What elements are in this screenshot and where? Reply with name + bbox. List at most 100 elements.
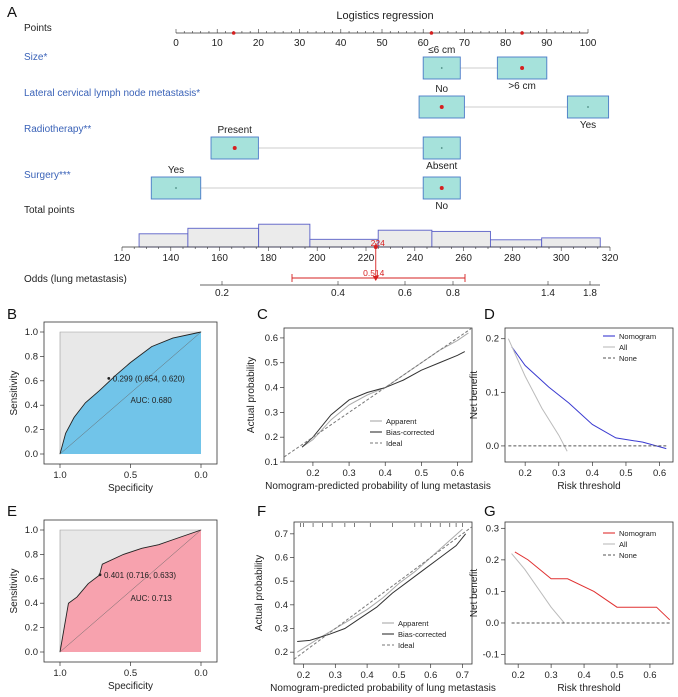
y-tick-label: 0.3 <box>275 624 288 635</box>
roc-y-tick-label: 0.6 <box>25 376 38 387</box>
x-axis-label: Risk threshold <box>557 481 620 492</box>
points-axis-tick-label: 60 <box>418 38 430 49</box>
legend-label: All <box>619 540 628 549</box>
roc-diagonal <box>59 331 202 455</box>
roc-y-tick-label: 0.8 <box>25 549 38 560</box>
y-tick-label: 0.1 <box>265 457 278 468</box>
roc-x-label: Specificity <box>108 681 153 692</box>
roc-x-label: Specificity <box>108 483 153 494</box>
roc-curve <box>59 331 202 455</box>
roc-threshold-label: 0.299 (0.654, 0.620) <box>113 374 185 383</box>
y-tick-label: 0.3 <box>486 523 499 534</box>
panel-letter-c: C <box>257 306 268 323</box>
roc-y-tick-label: 0.4 <box>25 400 38 411</box>
roc-y-label: Sensitivity <box>9 370 20 415</box>
series-line-ideal <box>283 327 473 458</box>
x-axis-label: Nomogram-predicted probability of lung m… <box>265 481 491 492</box>
roc-x-tick-label: 0.5 <box>124 668 137 679</box>
y-tick-label: 0.4 <box>265 383 278 394</box>
total-points-tick-label: 180 <box>260 253 277 264</box>
y-tick-label: 0.0 <box>486 441 499 452</box>
level-label: Yes <box>168 165 184 176</box>
panel-letter-b: B <box>7 306 18 323</box>
total-points-tick-label: 220 <box>358 253 375 264</box>
decision-curve-chart-g: 0.2 0.3 0.4 0.5 0.6 -0.1 0.0 0.1 0.2 0.3 Risk thre… <box>469 521 674 694</box>
points-axis-tick-label: 40 <box>335 38 347 49</box>
roc-x-tick-label: 1.0 <box>53 470 66 481</box>
level-dot <box>439 186 444 190</box>
total-points-value-dot <box>373 245 378 249</box>
points-axis-tick-label: 20 <box>253 38 265 49</box>
level-label: Yes <box>580 120 596 131</box>
x-tick-label: 0.2 <box>297 670 310 681</box>
histogram-bar <box>489 239 543 248</box>
panel-letter-f: F <box>257 503 267 520</box>
histogram-bar <box>309 238 379 248</box>
panel-letter-e: E <box>7 503 18 520</box>
x-tick-label: 0.6 <box>643 670 656 681</box>
x-tick-label: 0.5 <box>619 468 632 479</box>
variable-label: Lateral cervical lymph node metastasis* <box>24 88 200 99</box>
y-tick-label: 0.6 <box>265 333 278 344</box>
plot-frame <box>504 327 674 463</box>
roc-y-tick-label: 0.2 <box>25 623 38 634</box>
x-tick-label: 0.3 <box>545 670 558 681</box>
y-axis-label: Net benefit <box>469 371 480 420</box>
total-points-tick-label: 300 <box>553 253 570 264</box>
roc-y-tick-label: 0.6 <box>25 574 38 585</box>
odds-axis-tick-label: 1.8 <box>583 288 597 299</box>
y-axis-label: Net benefit <box>469 569 480 618</box>
total-points-tick-label: 240 <box>406 253 423 264</box>
histogram-bar <box>377 229 433 248</box>
y-tick-label: 0.7 <box>275 529 288 540</box>
plot-frame <box>283 327 473 463</box>
level-dot <box>439 105 444 109</box>
histogram-bar <box>431 230 491 248</box>
x-tick-label: 0.3 <box>329 670 342 681</box>
x-tick-label: 0.7 <box>456 670 469 681</box>
points-axis-marker <box>520 31 524 35</box>
roc-curve <box>59 529 202 653</box>
total-points-tick-label: 280 <box>504 253 521 264</box>
roc-x-tick-label: 0.5 <box>124 470 137 481</box>
level-dot <box>175 187 177 189</box>
legend-label: Nomogram <box>619 529 656 538</box>
level-label: No <box>435 84 448 95</box>
y-tick-label: 0.5 <box>275 576 288 587</box>
x-tick-label: 0.5 <box>392 670 405 681</box>
series-line-all <box>507 338 568 452</box>
odds-axis-label: Odds (lung metastasis) <box>24 274 127 285</box>
odds-arrow-head <box>372 276 379 281</box>
level-dot <box>440 147 443 149</box>
level-dot <box>232 146 237 150</box>
x-tick-label: 0.5 <box>415 468 428 479</box>
level-dot <box>440 67 443 69</box>
roc-y-tick-label: 0.8 <box>25 351 38 362</box>
roc-y-tick-label: 1.0 <box>25 327 38 338</box>
x-axis-label: Nomogram-predicted probability of lung m… <box>270 683 496 694</box>
points-axis-marker <box>429 31 434 35</box>
y-tick-label: 0.5 <box>265 358 278 369</box>
y-axis-label: Actual probability <box>246 357 257 433</box>
total-points-tick-label: 120 <box>114 253 131 264</box>
calibration-chart-c: 0.2 0.3 0.4 0.5 0.6 0.1 0.2 0.3 0.4 0.5 0.6 Nomogra… <box>246 327 491 492</box>
variable-label: Size* <box>24 52 47 63</box>
y-tick-label: 0.3 <box>265 407 278 418</box>
plot-frame <box>293 521 473 665</box>
panel-letter-d: D <box>484 306 495 323</box>
series-line-all <box>511 553 565 624</box>
points-axis-tick-label: 70 <box>459 38 471 49</box>
histogram-bar <box>187 227 260 248</box>
level-label: ≤6 cm <box>428 45 455 56</box>
level-dot <box>587 106 589 108</box>
x-axis-label: Risk threshold <box>557 683 620 694</box>
x-tick-label: 0.4 <box>586 468 599 479</box>
legend-label: Nomogram <box>619 332 656 341</box>
odds-axis-tick-label: 0.4 <box>331 288 345 299</box>
histogram-bar <box>258 223 311 248</box>
series-line-nomogram <box>514 551 671 621</box>
roc-y-tick-label: 0.4 <box>25 598 38 609</box>
y-tick-label: 0.2 <box>486 334 499 345</box>
level-label: Absent <box>426 161 457 172</box>
